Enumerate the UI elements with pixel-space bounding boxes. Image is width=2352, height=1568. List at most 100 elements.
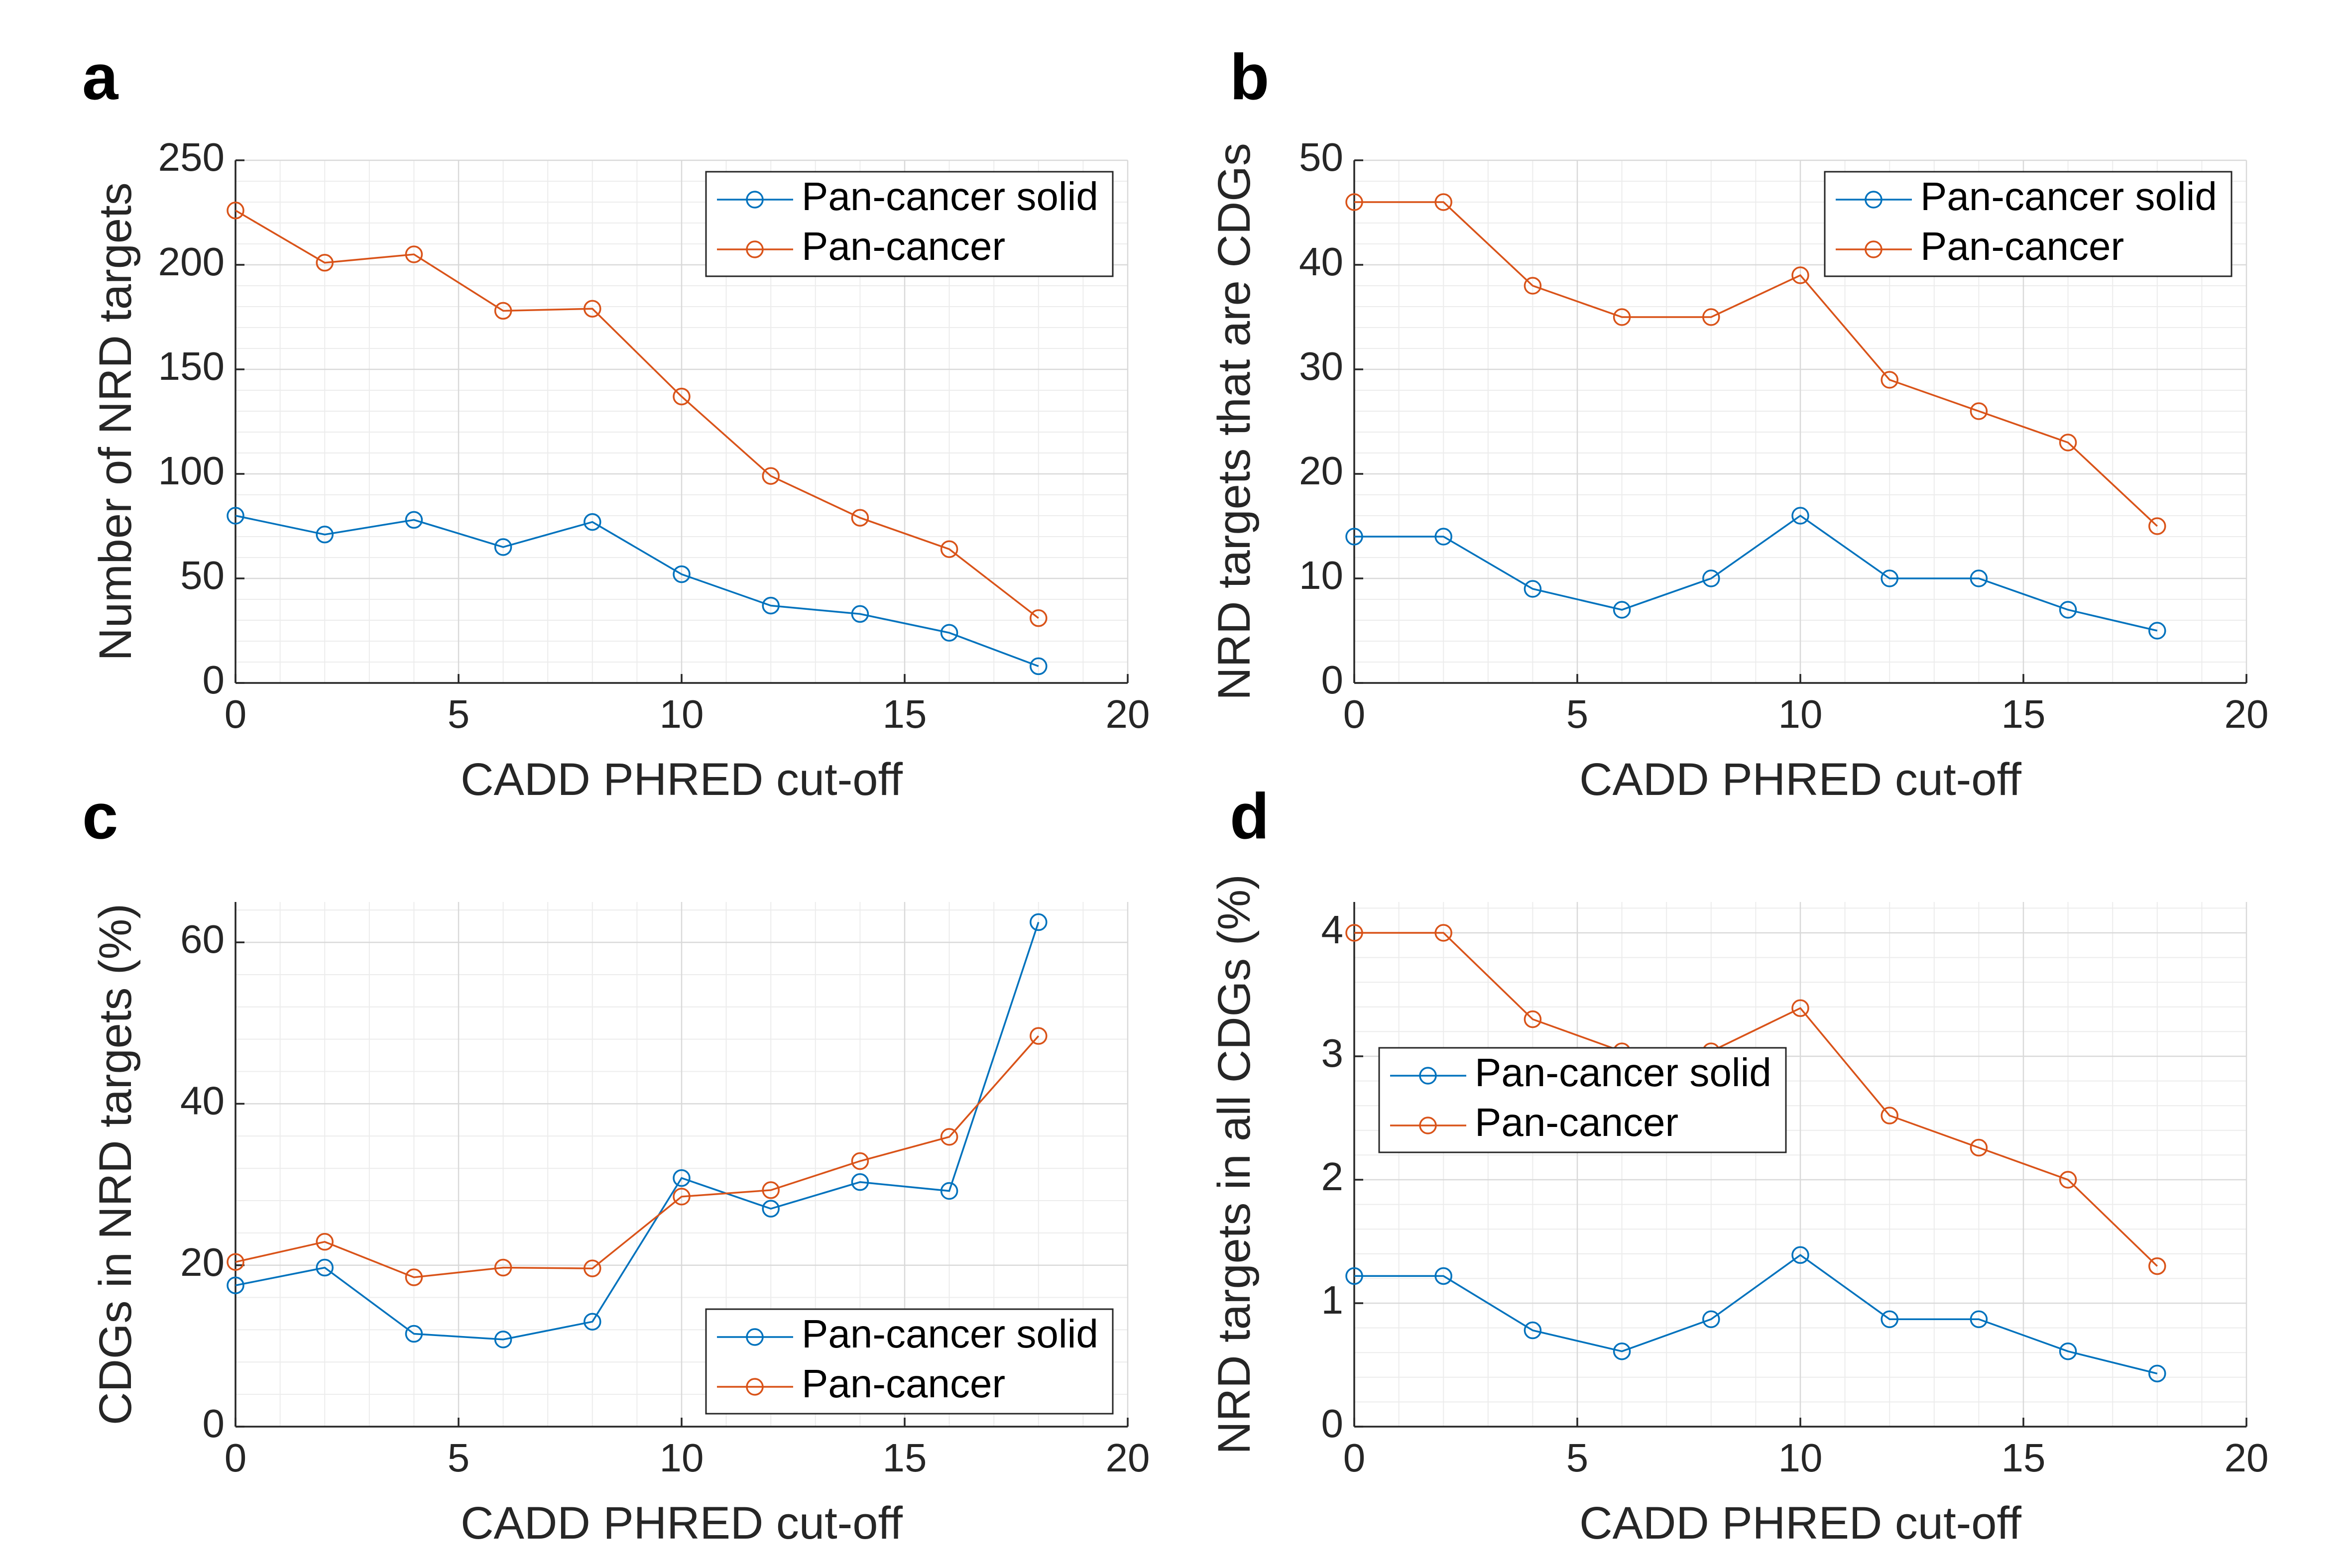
legend: Pan-cancer solid Pan-cancer bbox=[705, 171, 1114, 277]
data-point bbox=[1434, 193, 1452, 211]
data-point bbox=[1613, 601, 1631, 619]
legend-swatch-marker bbox=[746, 240, 764, 258]
y-tick-label: 40 bbox=[1299, 239, 1343, 284]
x-tick-label: 10 bbox=[660, 692, 704, 736]
x-tick-label: 15 bbox=[883, 1436, 927, 1480]
data-point bbox=[673, 1188, 691, 1206]
series-pan-cancer bbox=[227, 1027, 1048, 1286]
y-tick-label: 250 bbox=[158, 135, 225, 179]
x-tick-label: 0 bbox=[1343, 692, 1366, 736]
data-point bbox=[762, 467, 780, 485]
data-point bbox=[494, 1331, 512, 1348]
y-axis-label: NRD targets in all CDGs (%) bbox=[1209, 874, 1260, 1455]
panel-letter: d bbox=[1230, 780, 1269, 852]
x-tick-label: 5 bbox=[448, 692, 470, 736]
data-point bbox=[227, 202, 244, 220]
legend-swatch-marker bbox=[746, 1328, 764, 1346]
legend-swatch-marker bbox=[1865, 191, 1882, 209]
data-point bbox=[1970, 1138, 1988, 1157]
data-point bbox=[762, 1181, 780, 1199]
data-point bbox=[405, 1268, 423, 1286]
data-point bbox=[1345, 528, 1363, 546]
data-point bbox=[1613, 308, 1631, 326]
data-point bbox=[316, 254, 334, 272]
data-point bbox=[1434, 528, 1452, 546]
y-tick-label: 2 bbox=[1321, 1154, 1344, 1199]
x-tick-label: 5 bbox=[448, 1436, 470, 1480]
x-tick-label: 15 bbox=[2001, 1436, 2046, 1480]
data-point bbox=[673, 565, 691, 583]
data-point bbox=[1791, 1246, 1809, 1264]
data-point bbox=[316, 1258, 334, 1277]
data-point bbox=[1030, 913, 1048, 931]
y-tick-label: 60 bbox=[180, 917, 225, 961]
data-point bbox=[2059, 1342, 2077, 1360]
data-point bbox=[316, 526, 334, 544]
x-tick-label: 10 bbox=[1778, 1436, 1823, 1480]
chart-panel-b: b 0 5 10 15 20 0 10 20 30 40 50 CADD PHRED cut-off NR… bbox=[1209, 40, 2268, 805]
data-point bbox=[1970, 569, 1988, 587]
legend-entry-label: Pan-cancer solid bbox=[1920, 174, 2217, 219]
data-point bbox=[1970, 402, 1988, 420]
data-point bbox=[1345, 193, 1363, 211]
x-tick-label: 20 bbox=[1106, 692, 1150, 736]
y-tick-label: 100 bbox=[158, 448, 225, 493]
legend-swatch-marker bbox=[746, 1378, 764, 1396]
series-line bbox=[235, 515, 1039, 668]
data-point bbox=[940, 624, 958, 642]
grid-lines bbox=[1353, 902, 2247, 1428]
y-tick-label: 0 bbox=[1321, 1401, 1344, 1446]
x-axis-label: CADD PHRED cut-off bbox=[461, 1498, 903, 1549]
legend-box bbox=[705, 171, 1114, 277]
legend: Pan-cancer solid Pan-cancer bbox=[1378, 1047, 1787, 1153]
legend-entry-label: Pan-cancer bbox=[1475, 1100, 1678, 1144]
data-point bbox=[1524, 1321, 1542, 1340]
y-tick-label: 0 bbox=[1321, 658, 1344, 702]
data-point bbox=[2059, 601, 2077, 619]
data-point bbox=[405, 1325, 423, 1343]
data-point bbox=[1881, 1310, 1898, 1328]
panel-letter: c bbox=[82, 780, 118, 852]
data-point bbox=[1881, 1107, 1898, 1124]
legend-entry-label: Pan-cancer solid bbox=[1475, 1050, 1771, 1095]
data-point bbox=[584, 513, 601, 531]
y-tick-label: 0 bbox=[203, 1401, 225, 1446]
x-tick-label: 0 bbox=[225, 692, 247, 736]
panel-letter: b bbox=[1230, 40, 1269, 113]
data-point bbox=[584, 1313, 601, 1331]
data-point bbox=[762, 1200, 780, 1218]
x-tick-label: 5 bbox=[1566, 1436, 1589, 1480]
legend: Pan-cancer solid Pan-cancer bbox=[705, 1308, 1114, 1415]
data-point bbox=[851, 1152, 869, 1170]
legend-entry-label: Pan-cancer bbox=[1920, 224, 2124, 268]
y-axis-label: CDGs in NRD targets (%) bbox=[90, 903, 141, 1425]
legend-entry-label: Pan-cancer bbox=[802, 224, 1005, 268]
data-point bbox=[2059, 434, 2077, 451]
data-point bbox=[494, 302, 512, 320]
data-point bbox=[1434, 1267, 1452, 1285]
data-point bbox=[584, 1259, 601, 1277]
data-point bbox=[851, 509, 869, 527]
data-point bbox=[1702, 308, 1720, 326]
series-pan-cancer-solid bbox=[1345, 1246, 2166, 1383]
y-axis-label: NRD targets that are CDGs bbox=[1209, 143, 1260, 700]
data-point bbox=[1030, 609, 1048, 627]
data-point bbox=[1524, 277, 1542, 295]
data-point bbox=[1791, 266, 1809, 284]
legend-swatch-marker bbox=[1419, 1067, 1437, 1085]
x-tick-label: 20 bbox=[2225, 1436, 2269, 1480]
data-point bbox=[227, 1253, 244, 1271]
data-point bbox=[851, 1173, 869, 1191]
data-point bbox=[1030, 1027, 1048, 1045]
data-point bbox=[405, 511, 423, 529]
legend-swatch-marker bbox=[746, 191, 764, 209]
x-axis-label: CADD PHRED cut-off bbox=[1579, 754, 2021, 805]
data-point bbox=[2059, 1171, 2077, 1189]
legend-entry-label: Pan-cancer solid bbox=[802, 174, 1098, 219]
chart-panel-c: c 0 5 10 15 20 0 20 40 60 CADD PHRED cut-off CDGs i… bbox=[82, 780, 1150, 1549]
series-pan-cancer-solid bbox=[227, 913, 1048, 1348]
y-tick-label: 50 bbox=[180, 553, 225, 597]
data-point bbox=[1613, 1342, 1631, 1360]
x-tick-label: 15 bbox=[2001, 692, 2046, 736]
legend-swatch-marker bbox=[1865, 240, 1882, 258]
